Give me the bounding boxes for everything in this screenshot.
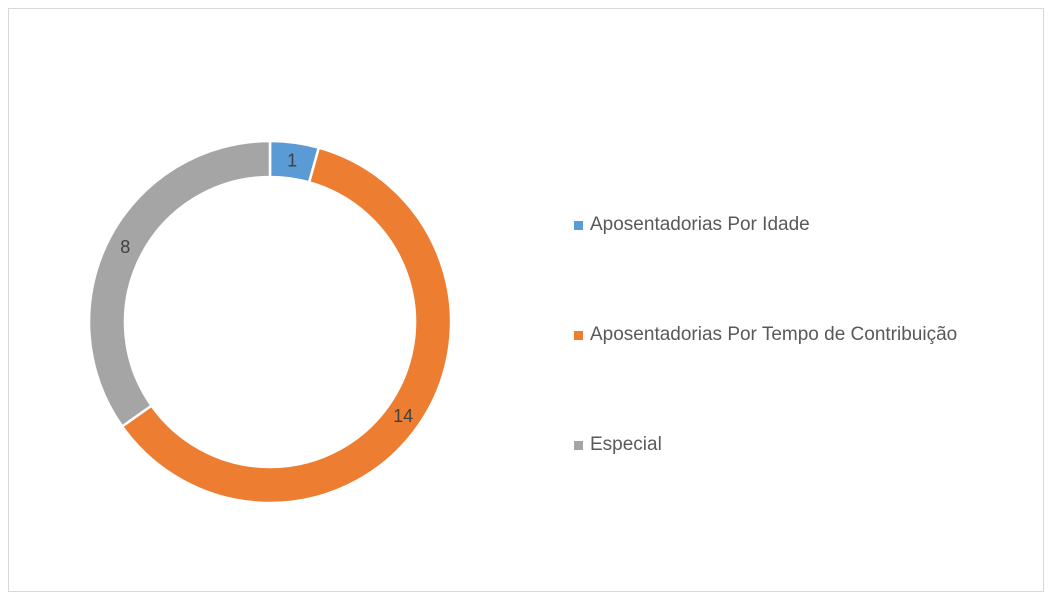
donut-data-labels: 1 14 8 <box>120 151 413 426</box>
slice-especial <box>87 139 272 429</box>
legend-label-tempo-contribuicao: Aposentadorias Por Tempo de Contribuição <box>590 324 958 345</box>
donut-chart: 1 14 8 <box>87 139 453 505</box>
legend-item-idade: Aposentadorias Por Idade <box>574 214 810 236</box>
legend-swatch-especial <box>574 440 583 450</box>
legend-label-idade: Aposentadorias Por Idade <box>590 214 810 235</box>
legend-swatch-idade <box>574 220 583 230</box>
data-label-idade: 1 <box>287 151 297 171</box>
data-label-tempo-contribuicao: 14 <box>393 406 413 426</box>
donut-slices <box>87 139 453 505</box>
slice-tempo-contribuicao <box>120 146 453 505</box>
legend-item-tempo-contribuicao: Aposentadorias Por Tempo de Contribuição <box>574 324 957 346</box>
chart-area: 1 14 8 Aposentadorias Por Idade Aposentado… <box>8 8 1044 592</box>
legend-label-especial: Especial <box>590 434 662 455</box>
legend-item-especial: Especial <box>574 434 662 456</box>
data-label-especial: 8 <box>120 237 130 257</box>
legend-swatch-tempo-contribuicao <box>574 330 583 340</box>
